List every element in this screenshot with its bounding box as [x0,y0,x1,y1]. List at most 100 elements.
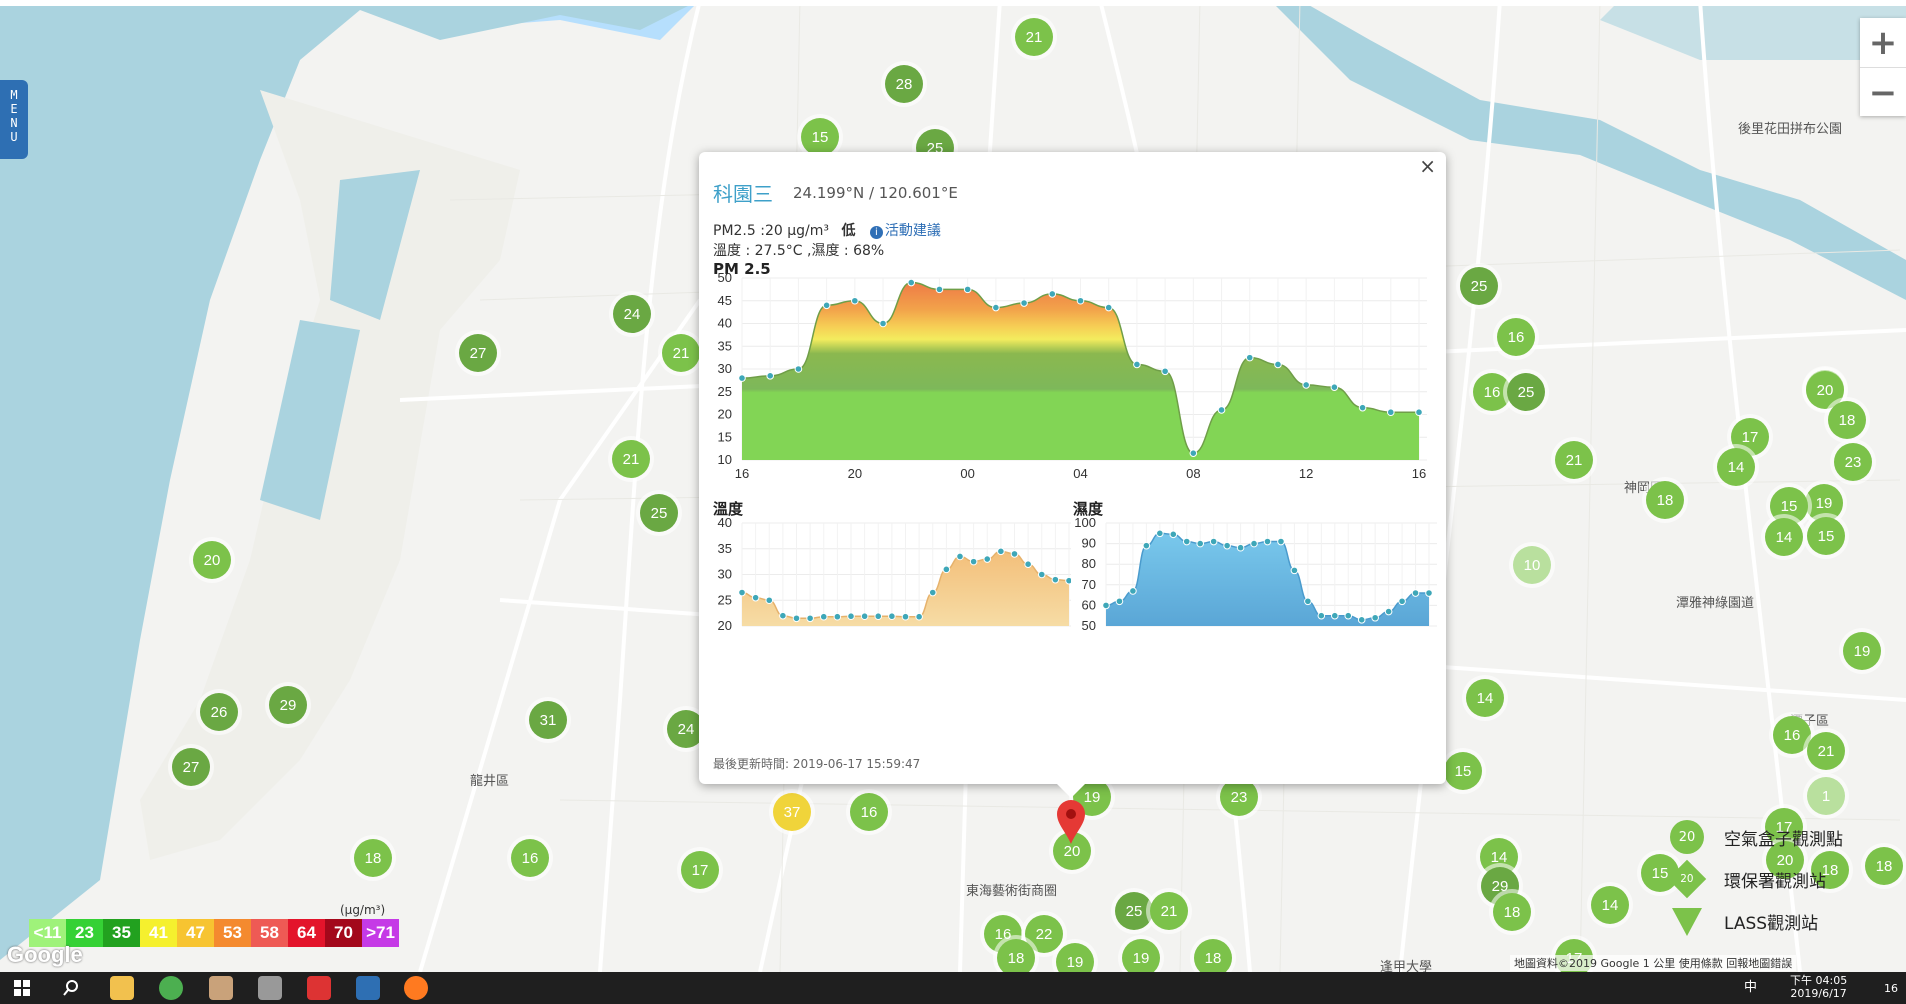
station-marker[interactable]: 24 [667,710,705,748]
station-marker[interactable]: 14 [1717,448,1755,486]
menu-button[interactable]: M E N U [0,80,28,159]
data-point[interactable] [860,612,869,621]
station-marker[interactable]: 17 [681,851,719,889]
data-point[interactable] [1010,550,1019,558]
data-point[interactable] [1357,616,1366,624]
data-point[interactable] [907,278,916,287]
map-attribution[interactable]: 地圖資料©2019 Google 1 公里 使用條款 回報地圖錯誤 [1510,955,1797,971]
station-marker[interactable]: 15 [1807,517,1845,555]
station-marker[interactable]: 21 [1807,732,1845,770]
app-icon[interactable] [209,976,233,1000]
data-point[interactable] [942,565,951,574]
station-marker[interactable]: 14 [1480,838,1518,876]
data-point[interactable] [822,301,831,310]
data-point[interactable] [1330,611,1339,620]
station-marker[interactable]: 14 [1466,679,1504,717]
station-marker[interactable]: 27 [459,334,497,372]
data-point[interactable] [1411,589,1420,597]
data-point[interactable] [1020,299,1028,307]
data-point[interactable] [1182,537,1191,546]
data-point[interactable] [1133,360,1141,369]
station-marker[interactable]: 15 [801,118,839,156]
shield-icon[interactable] [356,976,380,1000]
station-marker[interactable]: 18 [997,939,1035,972]
station-marker[interactable]: 18 [1828,401,1866,439]
data-point[interactable] [851,296,859,305]
data-point[interactable] [1274,360,1282,369]
data-point[interactable] [1051,575,1060,584]
station-marker[interactable]: 24 [613,295,651,333]
data-point[interactable] [1102,601,1110,610]
data-point[interactable] [963,285,972,294]
data-point[interactable] [765,596,774,605]
data-point[interactable] [1384,607,1393,616]
station-marker[interactable]: 17 [1765,808,1803,846]
data-point[interactable] [1196,539,1205,548]
data-point[interactable] [1245,353,1254,362]
data-point[interactable] [1223,541,1231,550]
station-marker[interactable]: 20 [193,541,231,579]
data-point[interactable] [1142,541,1151,550]
data-point[interactable] [1104,303,1113,312]
zoom-in-button[interactable]: + [1860,18,1906,68]
data-point[interactable] [1129,587,1137,595]
data-point[interactable] [1161,367,1169,376]
data-point[interactable] [901,612,910,621]
data-point[interactable] [1209,537,1218,546]
data-point[interactable] [1169,530,1178,539]
data-point[interactable] [969,557,978,566]
data-point[interactable] [1302,381,1310,389]
zoom-out-button[interactable]: − [1868,72,1898,113]
notification-count[interactable]: 16 [1884,982,1898,995]
data-point[interactable] [819,612,828,621]
station-marker[interactable]: 18 [1865,847,1903,885]
advice-link[interactable]: 活動建議 [884,223,941,239]
data-point[interactable] [1263,537,1272,546]
data-point[interactable] [806,614,814,623]
station-marker[interactable]: 18 [1493,893,1531,931]
station-marker[interactable]: 19 [1805,484,1843,522]
data-point[interactable] [874,612,883,621]
data-point[interactable] [928,588,937,597]
data-point[interactable] [1415,408,1423,417]
data-point[interactable] [1304,597,1312,606]
close-button[interactable]: × [1419,154,1436,178]
data-point[interactable] [1076,296,1085,305]
app-icon-3[interactable] [307,976,331,1000]
data-point[interactable] [1425,589,1433,597]
station-marker[interactable]: 28 [885,65,923,103]
station-marker[interactable]: 31 [529,701,567,739]
station-marker[interactable]: 18 [1194,939,1232,972]
station-marker[interactable]: 25 [1115,892,1153,930]
station-marker[interactable]: 25 [1507,373,1545,411]
data-point[interactable] [1115,597,1124,606]
station-marker[interactable]: 16 [850,793,888,831]
data-point[interactable] [983,555,992,563]
station-marker[interactable]: 21 [1015,18,1053,56]
data-point[interactable] [1317,611,1326,620]
station-marker[interactable]: 19 [1122,939,1160,972]
firefox-icon[interactable] [404,976,428,1000]
station-marker[interactable]: 19 [1843,632,1881,670]
data-point[interactable] [1217,406,1226,414]
data-point[interactable] [1398,597,1406,606]
station-marker[interactable]: 29 [269,686,307,724]
station-marker[interactable]: 1 [1807,777,1845,815]
data-point[interactable] [1048,290,1057,298]
station-marker[interactable]: 21 [662,334,700,372]
ime-indicator[interactable]: 中 [1744,980,1758,995]
data-point[interactable] [1344,611,1353,620]
data-point[interactable] [915,612,923,621]
app-icon-2[interactable] [258,976,282,1000]
data-point[interactable] [766,372,775,380]
station-marker[interactable]: 21 [1150,892,1188,930]
station-marker[interactable]: 14 [1591,886,1629,924]
data-point[interactable] [738,374,746,382]
data-point[interactable] [956,552,964,561]
station-marker[interactable]: 21 [612,440,650,478]
data-point[interactable] [794,365,803,373]
station-marker[interactable]: 21 [1555,441,1593,479]
data-point[interactable] [751,593,760,602]
data-point[interactable] [1065,576,1071,585]
station-marker[interactable]: 23 [1834,443,1872,481]
